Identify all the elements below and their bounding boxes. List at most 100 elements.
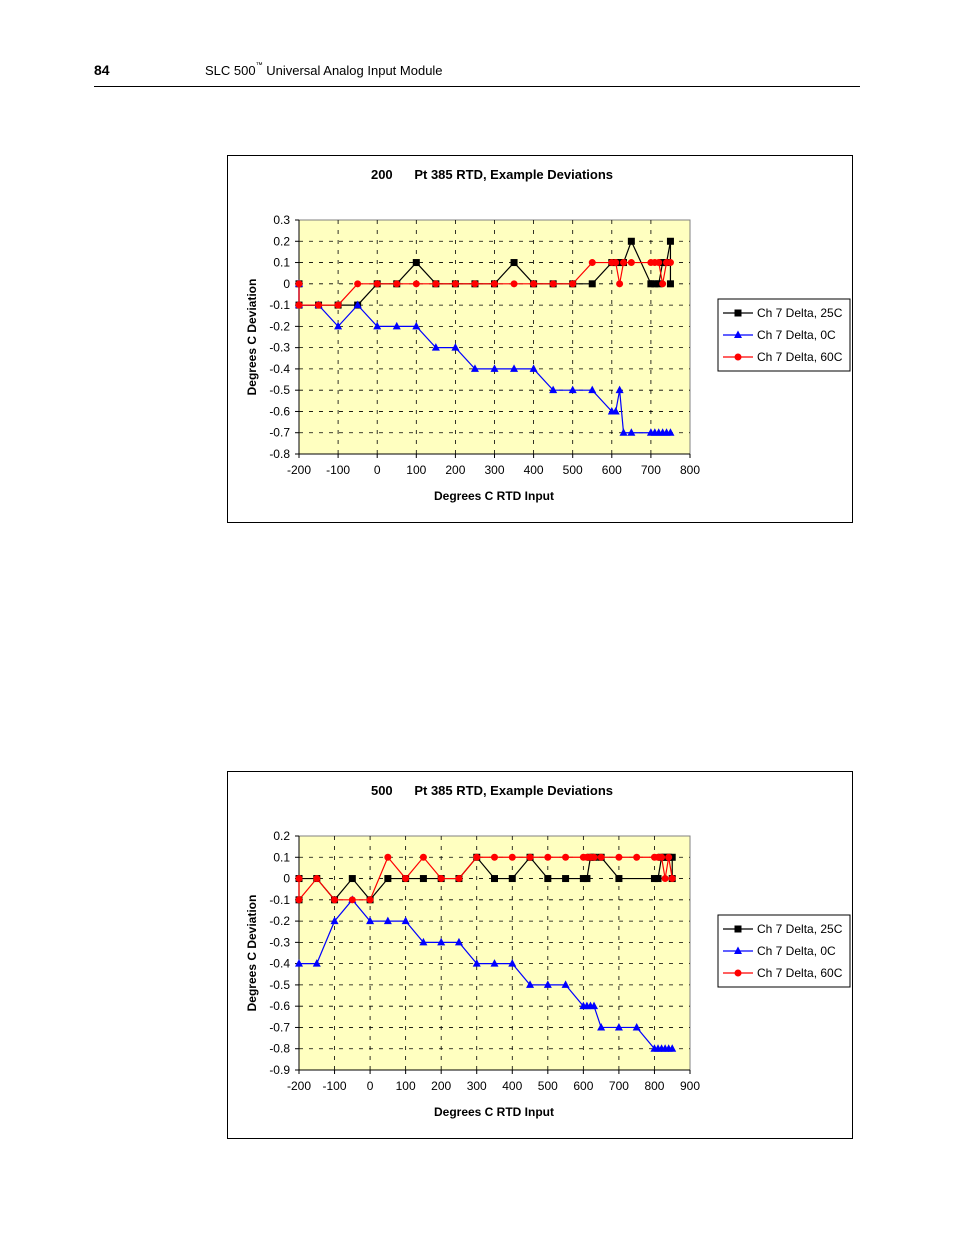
y-tick-label: -0.3 (269, 935, 290, 949)
data-point (583, 875, 591, 883)
data-point (412, 259, 420, 267)
data-point (490, 364, 499, 372)
data-point (526, 980, 535, 988)
data-point (401, 916, 410, 925)
data-point (655, 259, 663, 267)
y-tick-label: -0.5 (269, 383, 290, 397)
data-point (597, 1022, 606, 1031)
data-point (544, 853, 552, 861)
data-point (366, 896, 374, 904)
x-tick-label: 600 (573, 1079, 593, 1093)
data-point (668, 1044, 677, 1052)
data-point (373, 321, 382, 330)
y-tick-label: -0.8 (269, 1042, 290, 1056)
x-tick-label: 800 (644, 1079, 664, 1093)
page-number: 84 (94, 62, 110, 78)
running-head-rest: Universal Analog Input Module (262, 63, 443, 78)
x-tick-label: 400 (524, 463, 544, 477)
data-point (419, 853, 427, 861)
data-point (666, 280, 674, 288)
y-tick-label: -0.1 (269, 893, 290, 907)
y-tick-label: -0.8 (269, 447, 290, 461)
data-point (651, 280, 659, 288)
data-point (666, 259, 674, 267)
y-tick-label: 0.2 (273, 829, 290, 843)
data-point (471, 280, 479, 288)
data-point (491, 875, 498, 883)
data-point (334, 321, 343, 330)
y-tick-label: -0.4 (269, 957, 290, 971)
data-point (661, 853, 669, 861)
data-point (472, 959, 481, 967)
data-point (647, 280, 655, 288)
data-point (668, 853, 676, 861)
data-point (612, 259, 620, 267)
x-tick-label: 0 (374, 463, 381, 477)
data-point (543, 980, 552, 988)
data-point (295, 875, 303, 883)
data-point (454, 937, 463, 946)
plot-area (298, 835, 691, 1071)
y-axis-label: Degrees C Deviation (245, 279, 259, 396)
legend-marker (734, 330, 742, 338)
data-point (579, 875, 587, 883)
data-point (412, 321, 421, 330)
chart-title: 200 Pt 385 RTD, Example Deviations (371, 167, 613, 182)
data-point (313, 875, 321, 883)
data-point (295, 959, 303, 967)
plot-area (298, 219, 691, 455)
legend-label: Ch 7 Delta, 60C (757, 966, 843, 980)
data-point (619, 428, 628, 436)
x-tick-label: -200 (287, 1079, 311, 1093)
data-point (666, 237, 674, 245)
data-point (331, 896, 339, 904)
legend-label: Ch 7 Delta, 60C (757, 350, 843, 364)
data-point (590, 1001, 599, 1010)
data-point (392, 321, 401, 330)
y-tick-label: -0.7 (269, 426, 290, 440)
data-point (627, 259, 635, 267)
x-tick-label: 700 (609, 1079, 629, 1093)
data-point (470, 364, 479, 372)
data-point (510, 280, 518, 288)
y-tick-label: 0.1 (273, 850, 290, 864)
data-point (490, 959, 499, 967)
x-tick-label: 0 (367, 1079, 374, 1093)
data-point (373, 280, 381, 288)
data-point (668, 875, 676, 883)
data-point (295, 301, 303, 309)
y-tick-label: -0.4 (269, 362, 290, 376)
chart-svg: 0.3 0.2 0.1 0 -0.1 -0.2 -0.3 -0.4 -0.5 -0.6 -0.7 -0… (245, 167, 851, 503)
data-point (419, 937, 428, 946)
data-point (491, 280, 498, 288)
x-tick-label: 200 (431, 1079, 451, 1093)
data-point (353, 300, 362, 309)
data-point (384, 853, 392, 861)
y-tick-label: -0.6 (269, 999, 290, 1013)
running-head-title: SLC 500 (205, 63, 256, 78)
data-point (666, 428, 675, 436)
data-point (354, 280, 362, 288)
data-point (615, 875, 623, 883)
data-point (633, 853, 641, 861)
x-tick-label: -200 (287, 463, 311, 477)
legend-marker (734, 309, 742, 317)
data-point (393, 280, 401, 288)
x-axis-label: Degrees C RTD Input (434, 1105, 554, 1119)
x-tick-label: 900 (680, 1079, 700, 1093)
legend-label: Ch 7 Delta, 0C (757, 328, 836, 342)
data-point (650, 875, 658, 883)
data-point (510, 364, 519, 372)
data-point (562, 875, 570, 883)
data-point (402, 875, 410, 883)
data-point (384, 875, 392, 883)
data-point (526, 853, 534, 861)
data-point (590, 853, 598, 861)
x-tick-label: 500 (538, 1079, 558, 1093)
data-point (569, 280, 577, 288)
running-head: SLC 500™ Universal Analog Input Module (205, 62, 443, 78)
data-point (616, 259, 624, 267)
data-point (597, 853, 605, 861)
x-tick-label: -100 (323, 1079, 347, 1093)
data-point (632, 1022, 641, 1031)
